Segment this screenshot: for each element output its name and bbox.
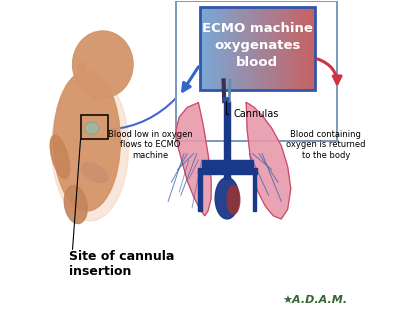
Bar [307, 7, 311, 90]
Polygon shape [202, 160, 225, 171]
Bar [265, 7, 269, 90]
Bar [215, 7, 220, 90]
Text: Blood low in oxygen
flows to ECMO
machine: Blood low in oxygen flows to ECMO machin… [108, 130, 193, 160]
Ellipse shape [223, 98, 229, 101]
Ellipse shape [215, 178, 239, 219]
Ellipse shape [64, 186, 87, 224]
Text: ★A.D.A.M.: ★A.D.A.M. [282, 295, 347, 305]
Bar [242, 7, 246, 90]
Polygon shape [230, 160, 252, 171]
Bar [200, 7, 204, 90]
Bar [219, 7, 223, 90]
Bar [238, 7, 242, 90]
Ellipse shape [52, 74, 128, 221]
Ellipse shape [91, 83, 108, 100]
Bar [303, 7, 307, 90]
Bar [296, 7, 300, 90]
Text: ECMO machine
oxygenates
blood: ECMO machine oxygenates blood [202, 22, 313, 69]
Bar [208, 7, 212, 90]
Ellipse shape [82, 163, 108, 183]
Ellipse shape [78, 63, 86, 72]
Bar [273, 7, 277, 90]
Bar [234, 7, 238, 90]
Ellipse shape [72, 31, 133, 98]
Polygon shape [246, 103, 291, 219]
Bar [288, 7, 292, 90]
Bar [212, 7, 216, 90]
Bar [250, 7, 254, 90]
Bar [246, 7, 250, 90]
Bar [300, 7, 304, 90]
Text: Blood containing
oxygen is returned
to the body: Blood containing oxygen is returned to t… [286, 130, 366, 160]
Bar [257, 7, 262, 90]
Bar [292, 7, 296, 90]
Bar [80, 116, 108, 139]
Polygon shape [198, 170, 202, 211]
Bar [230, 7, 235, 90]
Bar [254, 7, 258, 90]
Ellipse shape [85, 122, 98, 134]
Polygon shape [230, 168, 257, 174]
Polygon shape [198, 168, 225, 174]
Bar [311, 7, 315, 90]
Polygon shape [252, 170, 256, 211]
Ellipse shape [86, 123, 97, 133]
Bar [280, 7, 284, 90]
Bar [227, 7, 231, 90]
Text: Site of cannula
insertion: Site of cannula insertion [69, 250, 175, 277]
Bar [284, 7, 288, 90]
Bar [204, 7, 208, 90]
Bar [261, 7, 265, 90]
Polygon shape [224, 101, 230, 179]
Text: Cannulas: Cannulas [226, 101, 279, 119]
Bar [223, 7, 227, 90]
Polygon shape [176, 103, 211, 216]
Bar [269, 7, 273, 90]
Ellipse shape [50, 135, 70, 179]
Ellipse shape [227, 186, 240, 214]
Bar [276, 7, 281, 90]
Ellipse shape [54, 71, 120, 211]
